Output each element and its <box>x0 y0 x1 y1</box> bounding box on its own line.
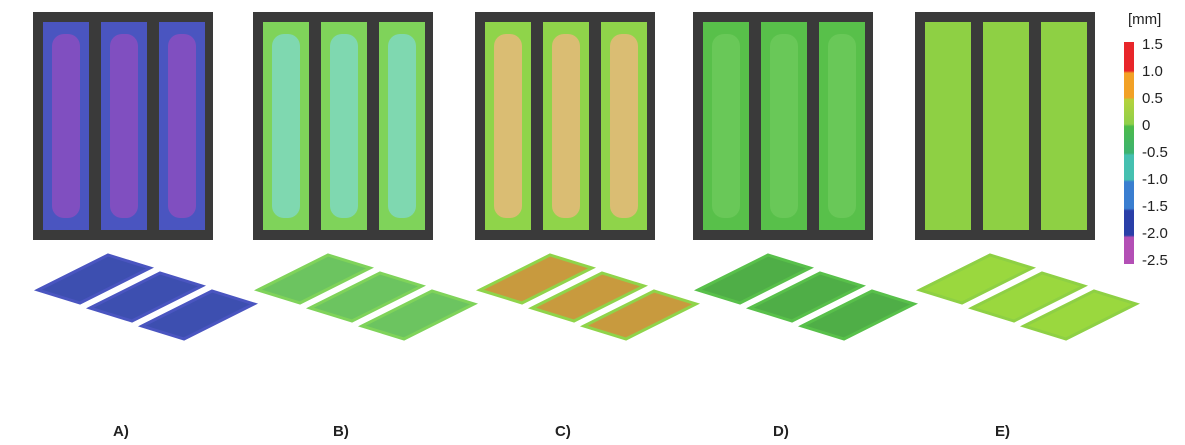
colorbar-unit: [mm] <box>1128 11 1161 28</box>
contour <box>110 34 138 218</box>
surface-3d <box>745 271 867 323</box>
contour <box>494 34 522 218</box>
surface-3d <box>305 271 427 323</box>
contour <box>992 34 1020 218</box>
contour <box>712 34 740 218</box>
surface-3d <box>137 289 259 341</box>
contour <box>52 34 80 218</box>
contour <box>168 34 196 218</box>
surface-3d <box>253 253 375 305</box>
panel-label: A) <box>113 423 129 440</box>
surface-3d <box>33 253 155 305</box>
contour <box>828 34 856 218</box>
surface-3d <box>527 271 649 323</box>
contour <box>552 34 580 218</box>
surface-3d <box>967 271 1089 323</box>
colorbar-label: -2.5 <box>1142 252 1168 269</box>
surface-3d <box>85 271 207 323</box>
panel-label: C) <box>555 423 571 440</box>
surface-3d <box>357 289 479 341</box>
contour <box>388 34 416 218</box>
colorbar-label: 0.5 <box>1142 90 1163 107</box>
colorbar-label: -2.0 <box>1142 225 1168 242</box>
contour <box>330 34 358 218</box>
colorbar-label: 1.0 <box>1142 63 1163 80</box>
panel-label: D) <box>773 423 789 440</box>
surface-3d <box>693 253 815 305</box>
colorbar-label: 0 <box>1142 117 1150 134</box>
contour <box>934 34 962 218</box>
contour <box>272 34 300 218</box>
surface-3d <box>579 289 701 341</box>
contour <box>1050 34 1078 218</box>
panel-label: B) <box>333 423 349 440</box>
surface-3d <box>475 253 597 305</box>
surface-3d <box>915 253 1037 305</box>
surface-3d <box>797 289 919 341</box>
colorbar-label: -1.0 <box>1142 171 1168 188</box>
surface-3d <box>1019 289 1141 341</box>
contour <box>610 34 638 218</box>
colorbar <box>1124 42 1134 264</box>
contour <box>770 34 798 218</box>
panel-label: E) <box>995 423 1010 440</box>
colorbar-label: -0.5 <box>1142 144 1168 161</box>
colorbar-label: -1.5 <box>1142 198 1168 215</box>
colorbar-label: 1.5 <box>1142 36 1163 53</box>
